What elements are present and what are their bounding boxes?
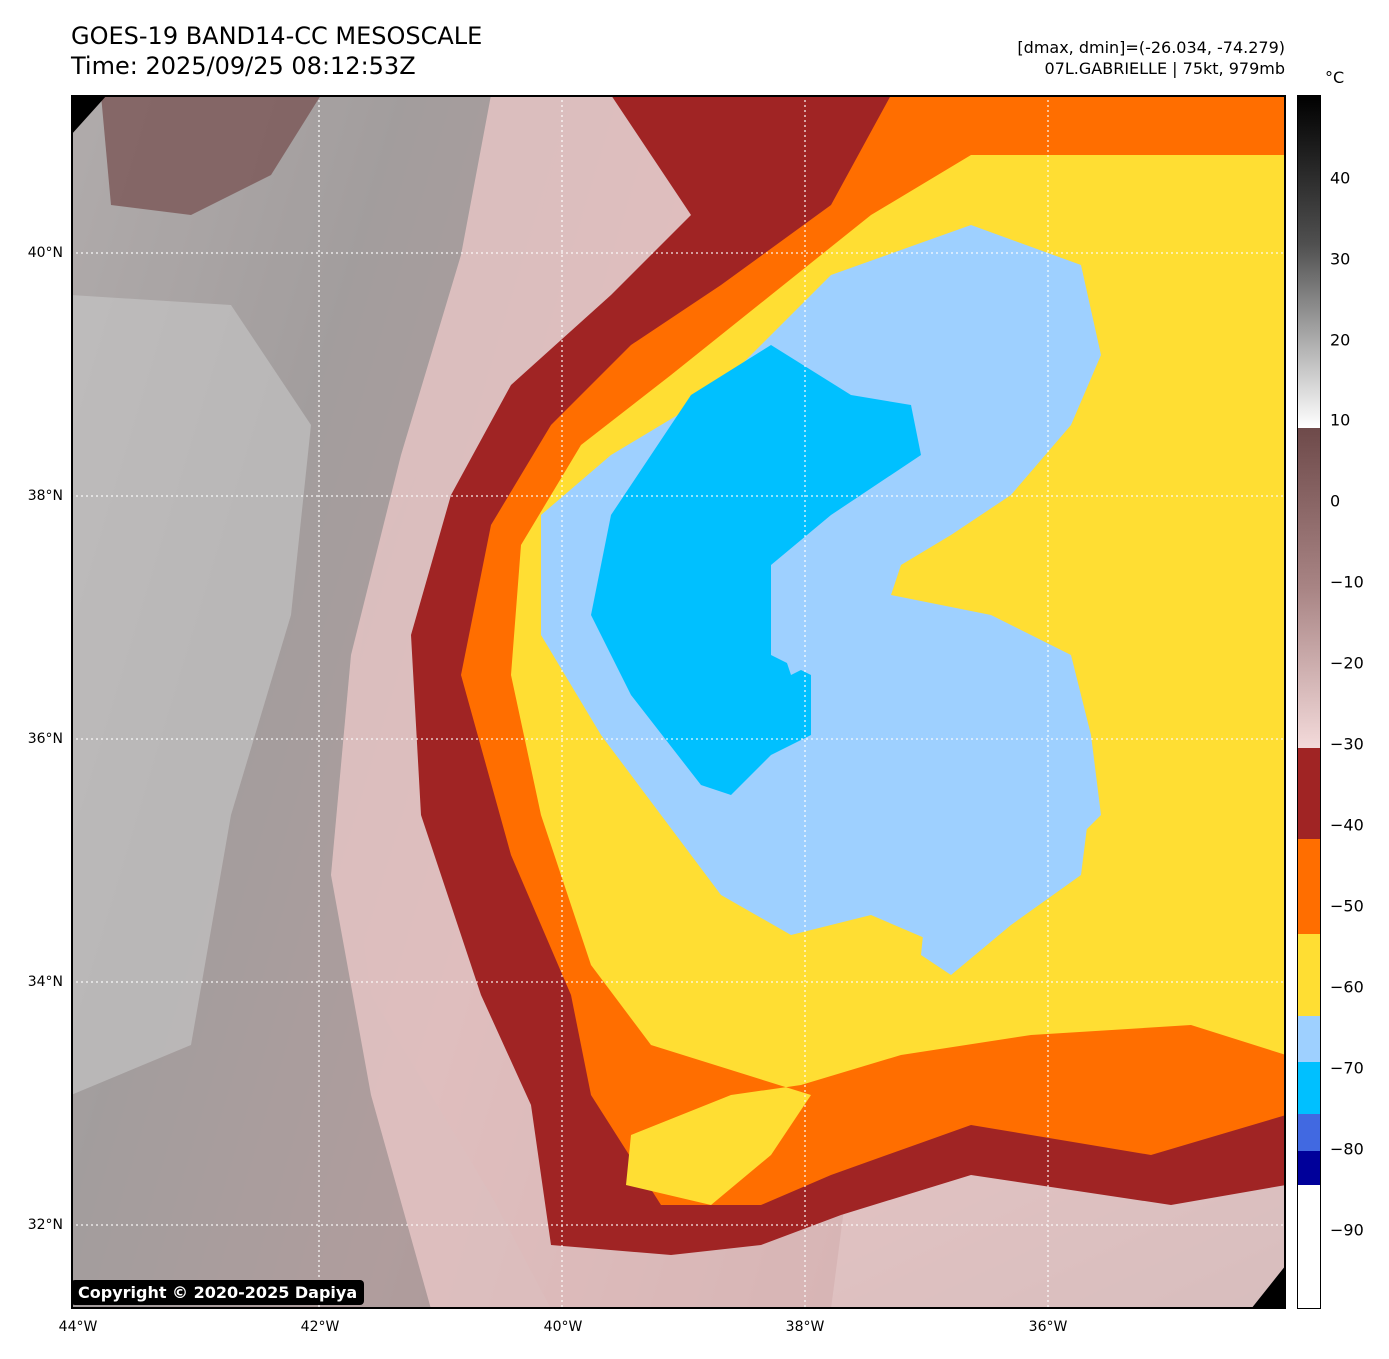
colorbar-frame: [1297, 95, 1321, 1309]
colorbar-label-neg10: −10: [1330, 572, 1364, 592]
colorbar-label-neg70: −70: [1330, 1058, 1364, 1078]
nodata-corner-se: [1251, 1265, 1286, 1309]
temperature-colorbar: [1297, 95, 1321, 1309]
lon-label-40w: 40°W: [543, 1319, 583, 1335]
west-gray-clouds: [71, 295, 311, 1095]
colorbar-segment-sky-blue: [1297, 1062, 1321, 1114]
colorbar-unit: °C: [1325, 68, 1345, 87]
core-light-blue-pocket: [771, 595, 831, 675]
storm-info: 07L.GABRIELLE | 75kt, 979mb: [1044, 59, 1285, 78]
colorbar-label-neg60: −60: [1330, 977, 1364, 997]
lat-label-36n: 36°N: [27, 731, 63, 747]
colorbar-label-neg50: −50: [1330, 896, 1364, 916]
lat-label-38n: 38°N: [27, 488, 63, 504]
colorbar-label-20: 20: [1330, 330, 1351, 350]
colorbar-segment-yellow: [1297, 934, 1321, 1016]
colorbar-segment-orange: [1297, 839, 1321, 934]
colorbar-label-neg20: −20: [1330, 653, 1364, 673]
colorbar-segment-white: [1297, 1185, 1321, 1309]
colorbar-label-neg30: −30: [1330, 734, 1364, 754]
chart-time: Time: 2025/09/25 08:12:53Z: [71, 52, 416, 80]
map-frame: [71, 95, 1286, 1309]
lon-label-44w: 44°W: [58, 1319, 98, 1335]
lat-label-34n: 34°N: [27, 974, 63, 990]
colorbar-label-0: 0: [1330, 491, 1341, 511]
nodata-corner-nw: [71, 95, 107, 135]
satellite-ir-map: [71, 95, 1286, 1309]
chart-title: GOES-19 BAND14-CC MESOSCALE: [71, 22, 483, 50]
dmax-dmin-readout: [dmax, dmin]=(-26.034, -74.279): [1017, 38, 1285, 57]
colorbar-segment-gray: [1297, 95, 1321, 428]
colorbar-segment-brown: [1297, 428, 1321, 748]
lon-label-42w: 42°W: [300, 1319, 340, 1335]
lon-label-38w: 38°W: [785, 1319, 825, 1335]
lat-label-40n: 40°N: [27, 245, 63, 261]
lon-label-36w: 36°W: [1028, 1319, 1068, 1335]
colorbar-segment-royal-blue: [1297, 1114, 1321, 1151]
colorbar-segment-navy: [1297, 1151, 1321, 1185]
colorbar-label-40: 40: [1330, 168, 1351, 188]
cloud-shield-sky-blue-core: [591, 345, 921, 795]
colorbar-label-10: 10: [1330, 410, 1351, 430]
colorbar-segment-dark-red: [1297, 748, 1321, 839]
colorbar-label-neg80: −80: [1330, 1139, 1364, 1159]
colorbar-segment-light-blue: [1297, 1016, 1321, 1062]
lat-label-32n: 32°N: [27, 1217, 63, 1233]
colorbar-label-neg90: −90: [1330, 1220, 1364, 1240]
colorbar-label-30: 30: [1330, 249, 1351, 269]
copyright-badge: Copyright © 2020-2025 Dapiya: [71, 1280, 365, 1305]
grid-lines: [71, 95, 1286, 1309]
colorbar-label-neg40: −40: [1330, 815, 1364, 835]
northwest-brown-strip: [101, 95, 321, 215]
